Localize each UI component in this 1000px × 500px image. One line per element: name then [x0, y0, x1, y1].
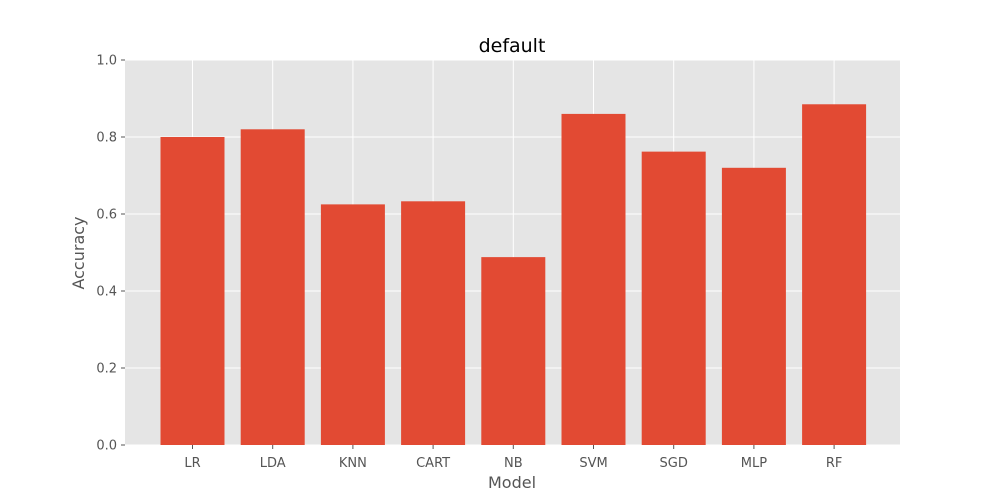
bar-knn: [320, 204, 385, 445]
y-axis-label: Accuracy: [69, 216, 88, 289]
y-axis-ticks: 0.0 0.2 0.4 0.6 0.8 1.0: [96, 54, 125, 454]
bar-svm: [561, 113, 626, 446]
x-tick-label: SGD: [660, 456, 688, 471]
bar-sgd: [641, 151, 706, 445]
x-tick-label: CART: [416, 456, 450, 471]
x-tick-label: KNN: [339, 456, 367, 471]
y-tick-label: 0.4: [96, 285, 117, 300]
y-tick-label: 1.0: [96, 54, 117, 69]
x-tick-label: MLP: [741, 456, 767, 471]
x-tick-label: LDA: [260, 456, 286, 471]
bar-lda: [240, 129, 305, 446]
bar-nb: [481, 257, 546, 445]
bar-rf: [802, 104, 867, 446]
y-tick-label: 0.0: [96, 439, 117, 454]
chart-title: default: [479, 35, 546, 57]
bar-cart: [401, 201, 466, 445]
x-tick-label: NB: [504, 456, 523, 471]
x-tick-label: LR: [184, 456, 200, 471]
y-tick-label: 0.2: [96, 362, 117, 377]
x-axis-ticks: LR LDA KNN CART NB SVM SGD MLP RF: [184, 445, 842, 471]
y-tick-label: 0.6: [96, 208, 117, 223]
x-axis-label: Model: [488, 473, 536, 492]
bar-mlp: [721, 167, 786, 446]
x-tick-label: SVM: [579, 456, 607, 471]
x-tick-label: RF: [826, 456, 843, 471]
bars: [160, 104, 867, 446]
bar-lr: [160, 137, 225, 445]
y-tick-label: 0.8: [96, 131, 117, 146]
